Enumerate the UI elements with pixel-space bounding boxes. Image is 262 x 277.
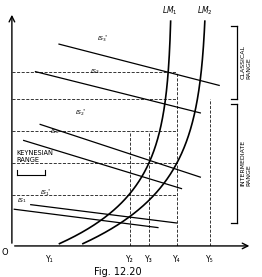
Text: $IS^*_1$: $IS^*_1$ [40,187,51,198]
Text: CLASSICAL
RANGE: CLASSICAL RANGE [240,45,251,79]
Text: Y₁: Y₁ [46,255,53,264]
Text: $IS_3$: $IS_3$ [90,67,100,76]
Text: $IS^*_2$: $IS^*_2$ [75,107,87,117]
Text: Fig. 12.20: Fig. 12.20 [94,266,142,276]
Text: Y₂: Y₂ [126,255,134,264]
Text: $LM_2$: $LM_2$ [197,4,213,17]
Text: Y₅: Y₅ [206,255,214,264]
Text: KEYNESIAN
RANGE: KEYNESIAN RANGE [17,150,53,163]
Text: $LM_1$: $LM_1$ [162,4,178,17]
Text: O: O [2,248,8,257]
Text: $IS_2$: $IS_2$ [50,127,60,136]
Text: Y₄: Y₄ [173,255,181,264]
Text: $IS_1$: $IS_1$ [17,196,27,205]
Text: INTERMEDIATE
RANGE: INTERMEDIATE RANGE [240,140,251,186]
Text: Y₃: Y₃ [145,255,152,264]
Text: $IS^*_3$: $IS^*_3$ [97,33,108,44]
